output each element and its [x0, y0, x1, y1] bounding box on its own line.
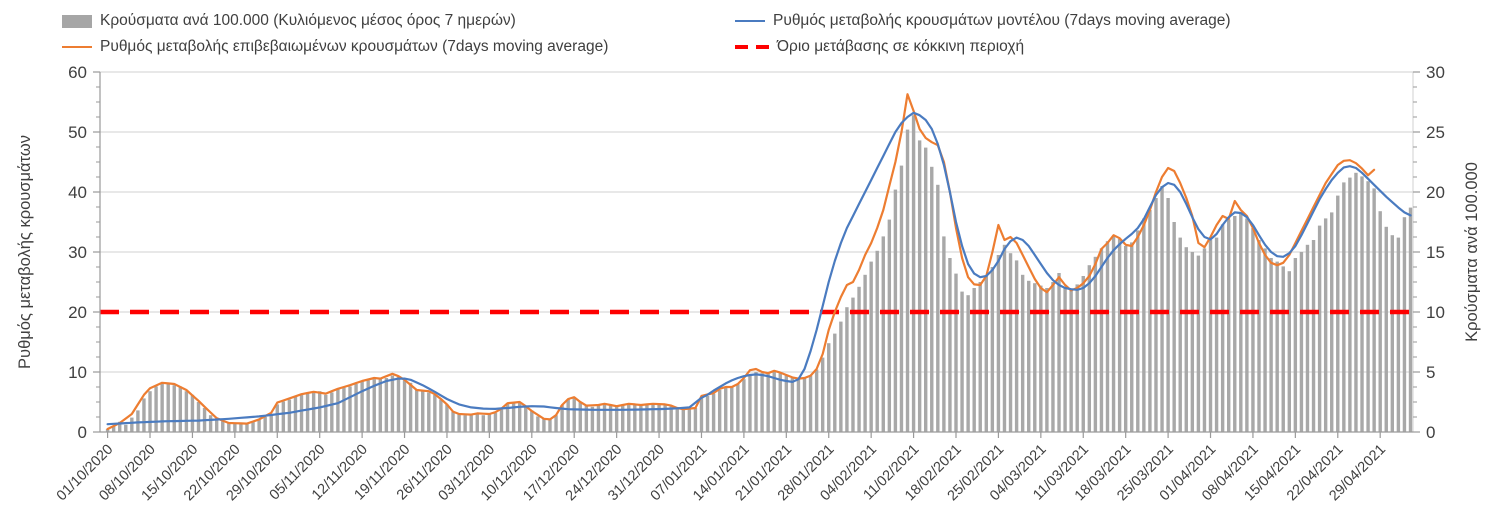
- svg-text:30: 30: [68, 243, 87, 262]
- legend-label: Ρυθμός μεταβολής κρουσμάτων μοντέλου (7d…: [773, 12, 1231, 29]
- y-axis-right-title: Κρούσματα ανά 100.000: [1463, 162, 1481, 342]
- legend-item-confirmed-rate: Ρυθμός μεταβολής επιβεβαιωμένων κρουσμάτ…: [62, 38, 608, 56]
- red-dashed-swatch-icon: [735, 45, 769, 49]
- svg-text:30: 30: [1426, 63, 1445, 82]
- svg-text:10: 10: [68, 363, 87, 382]
- svg-text:25: 25: [1426, 123, 1445, 142]
- confirmed-line: [106, 93, 1376, 431]
- legend-label: Ρυθμός μεταβολής επιβεβαιωμένων κρουσμάτ…: [100, 38, 609, 55]
- svg-text:15: 15: [1426, 243, 1445, 262]
- blue-line-swatch-icon: [735, 20, 765, 22]
- y-axis-left-title: Ρυθμός μεταβολής κρουσμάτων: [16, 135, 34, 369]
- gray-bar-swatch-icon: [62, 14, 92, 28]
- bars-series: [105, 115, 1413, 433]
- y-axis-right-labels: 0 5 10 15 20 25 30: [1426, 63, 1445, 442]
- line-series: [106, 93, 1412, 431]
- svg-text:60: 60: [68, 63, 87, 82]
- legend-label: Όριο μετάβασης σε κόκκινη περιοχή: [777, 38, 1025, 55]
- legend-label: Κρούσματα ανά 100.000 (Κυλιόμενος μέσος …: [100, 12, 516, 29]
- svg-text:20: 20: [1426, 183, 1445, 202]
- svg-text:10: 10: [1426, 303, 1445, 322]
- orange-line-swatch-icon: [62, 46, 92, 48]
- svg-text:0: 0: [78, 423, 87, 442]
- legend-item-red-threshold: Όριο μετάβασης σε κόκκινη περιοχή: [735, 38, 1024, 56]
- svg-text:5: 5: [1426, 363, 1435, 382]
- legend-item-cases-bars: Κρούσματα ανά 100.000 (Κυλιόμενος μέσος …: [62, 12, 516, 30]
- svg-text:50: 50: [68, 123, 87, 142]
- x-axis-labels: 01/10/202008/10/202015/10/202022/10/2020…: [54, 442, 1389, 505]
- legend-item-model-rate: Ρυθμός μεταβολής κρουσμάτων μοντέλου (7d…: [735, 12, 1231, 30]
- y-axis-left-labels: 0 10 20 30 40 50 60: [68, 63, 87, 442]
- axes: [93, 71, 1420, 438]
- svg-text:0: 0: [1426, 423, 1435, 442]
- svg-text:40: 40: [68, 183, 87, 202]
- model-line: [106, 111, 1412, 426]
- svg-text:20: 20: [68, 303, 87, 322]
